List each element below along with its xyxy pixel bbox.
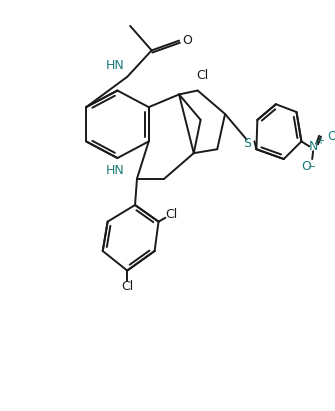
Text: Cl: Cl (196, 69, 209, 82)
Text: Cl: Cl (165, 208, 177, 221)
Text: S: S (244, 137, 252, 150)
Text: −: − (308, 162, 316, 172)
Text: O: O (302, 160, 311, 173)
Text: N: N (309, 140, 318, 153)
Text: Cl: Cl (121, 280, 133, 293)
Text: HN: HN (106, 164, 125, 177)
Text: HN: HN (106, 59, 125, 72)
Text: O: O (182, 34, 192, 47)
Text: +: + (316, 136, 324, 146)
Text: O: O (327, 130, 335, 143)
